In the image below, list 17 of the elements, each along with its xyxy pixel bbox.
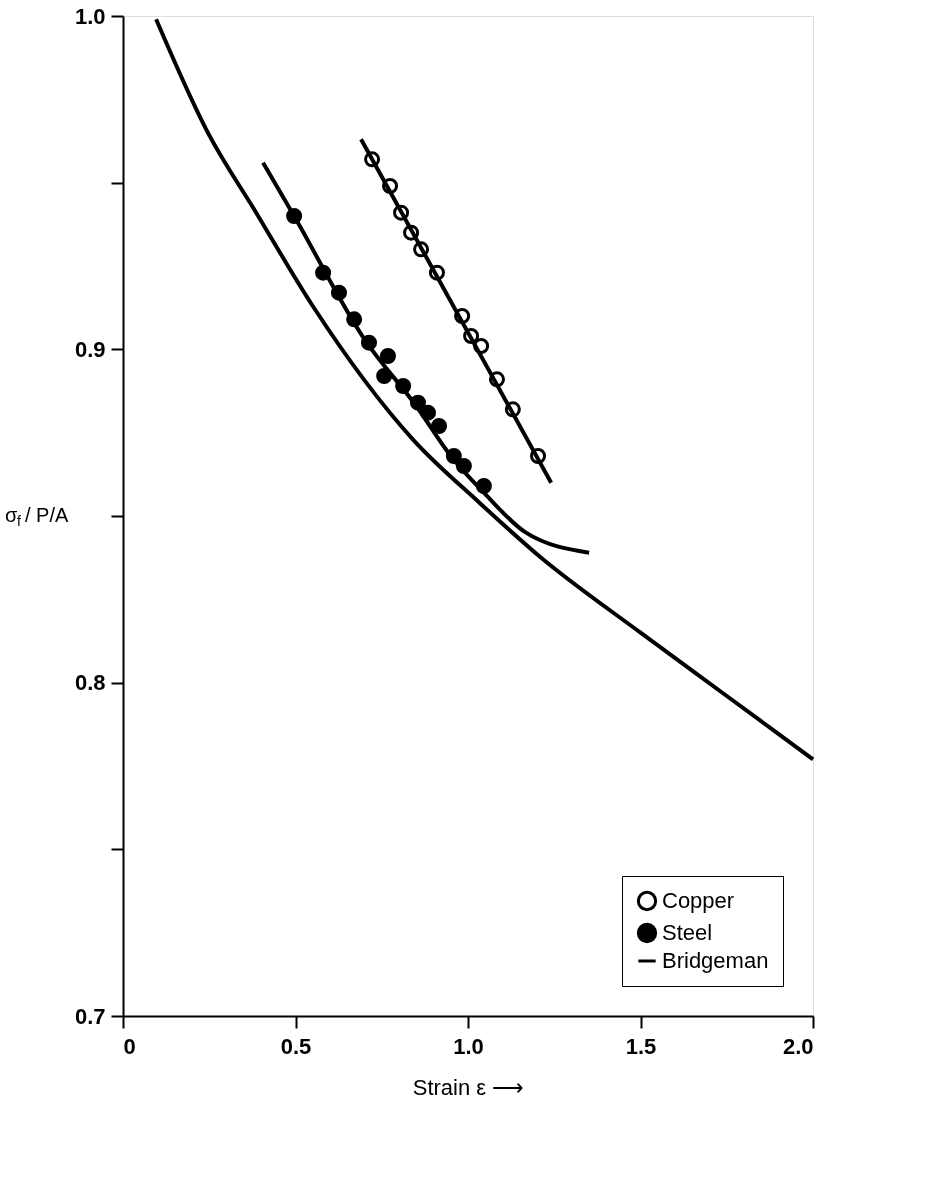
legend-label: Bridgeman [662, 948, 769, 973]
legend-label: Copper [662, 888, 735, 913]
y-tick-label: 0.8 [74, 670, 106, 696]
point [431, 417, 448, 435]
x-tick-label: 2.0 [782, 1033, 814, 1059]
point [379, 347, 396, 365]
y-tick-label: 0.7 [74, 1003, 106, 1029]
x-tick-label: 0.5 [280, 1033, 312, 1059]
line-series [261, 160, 592, 555]
legend-label: Steel [662, 920, 713, 945]
x-tick-label: 1.5 [625, 1033, 657, 1059]
x-tick-label: 1.0 [453, 1033, 484, 1059]
line-series [154, 17, 815, 762]
y-tick-label: 1.0 [74, 3, 106, 29]
x-tick-label: 0 [123, 1033, 136, 1059]
x-axis-title: Strain ε ⟶ [412, 1074, 525, 1100]
y-tick-label: 0.9 [74, 336, 106, 362]
